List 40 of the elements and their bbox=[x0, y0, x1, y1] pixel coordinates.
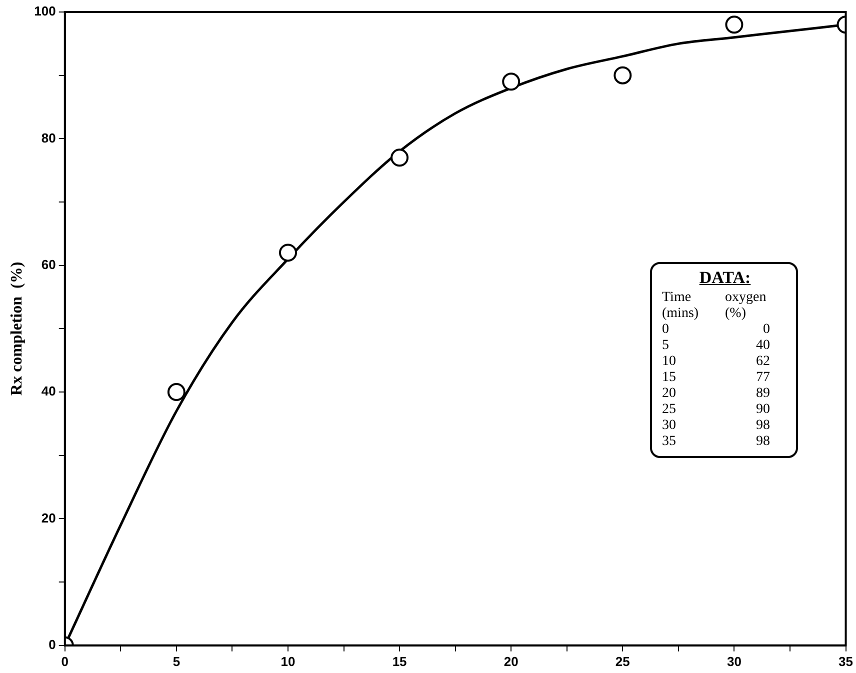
annotation: 15 bbox=[662, 370, 677, 386]
x-tick-label: 5 bbox=[172, 654, 180, 669]
annotation: 89 bbox=[755, 386, 771, 402]
annotation: 77 bbox=[755, 370, 771, 386]
annotation: 35 bbox=[662, 434, 677, 450]
x-tick-label: 20 bbox=[504, 654, 518, 669]
annotation: Time (mins) bbox=[662, 290, 700, 322]
y-tick-label: 0 bbox=[48, 636, 56, 652]
annotation: 98 bbox=[755, 434, 771, 450]
point bbox=[502, 72, 520, 91]
annotation: 5 bbox=[662, 338, 670, 354]
annotation: DATA: bbox=[698, 268, 752, 288]
point bbox=[279, 244, 297, 262]
annotation: 98 bbox=[755, 418, 771, 434]
x-tick-label: 0 bbox=[61, 654, 69, 669]
point bbox=[167, 383, 186, 402]
x-tick-label: 15 bbox=[392, 654, 407, 669]
annotation: 40 bbox=[755, 338, 771, 354]
annotation: 0 bbox=[662, 322, 670, 338]
y-tick-label: 100 bbox=[34, 4, 56, 19]
point bbox=[390, 148, 409, 167]
annotation: 10 bbox=[662, 354, 677, 370]
x-tick-label: 10 bbox=[280, 654, 296, 669]
point bbox=[725, 16, 744, 34]
annotation: oxygen (%) bbox=[725, 290, 768, 322]
x-tick-label: 25 bbox=[615, 654, 630, 669]
annotation: 62 bbox=[755, 354, 771, 370]
annotation: 20 bbox=[662, 386, 677, 402]
y-tick-label: 20 bbox=[41, 510, 56, 526]
y-tick-label: 60 bbox=[41, 256, 56, 272]
annotation: 0 bbox=[762, 322, 771, 338]
annotation: 30 bbox=[662, 418, 677, 434]
point bbox=[614, 66, 632, 84]
y-tick-label: 40 bbox=[41, 384, 56, 399]
x-tick-label: 30 bbox=[726, 654, 742, 669]
annotation: 90 bbox=[755, 402, 771, 418]
annotation: 25 bbox=[662, 402, 677, 418]
x-tick-label: 35 bbox=[838, 654, 854, 669]
y-tick-label: 80 bbox=[41, 130, 56, 146]
y-axis-title: Rx completion (%) bbox=[8, 262, 26, 396]
